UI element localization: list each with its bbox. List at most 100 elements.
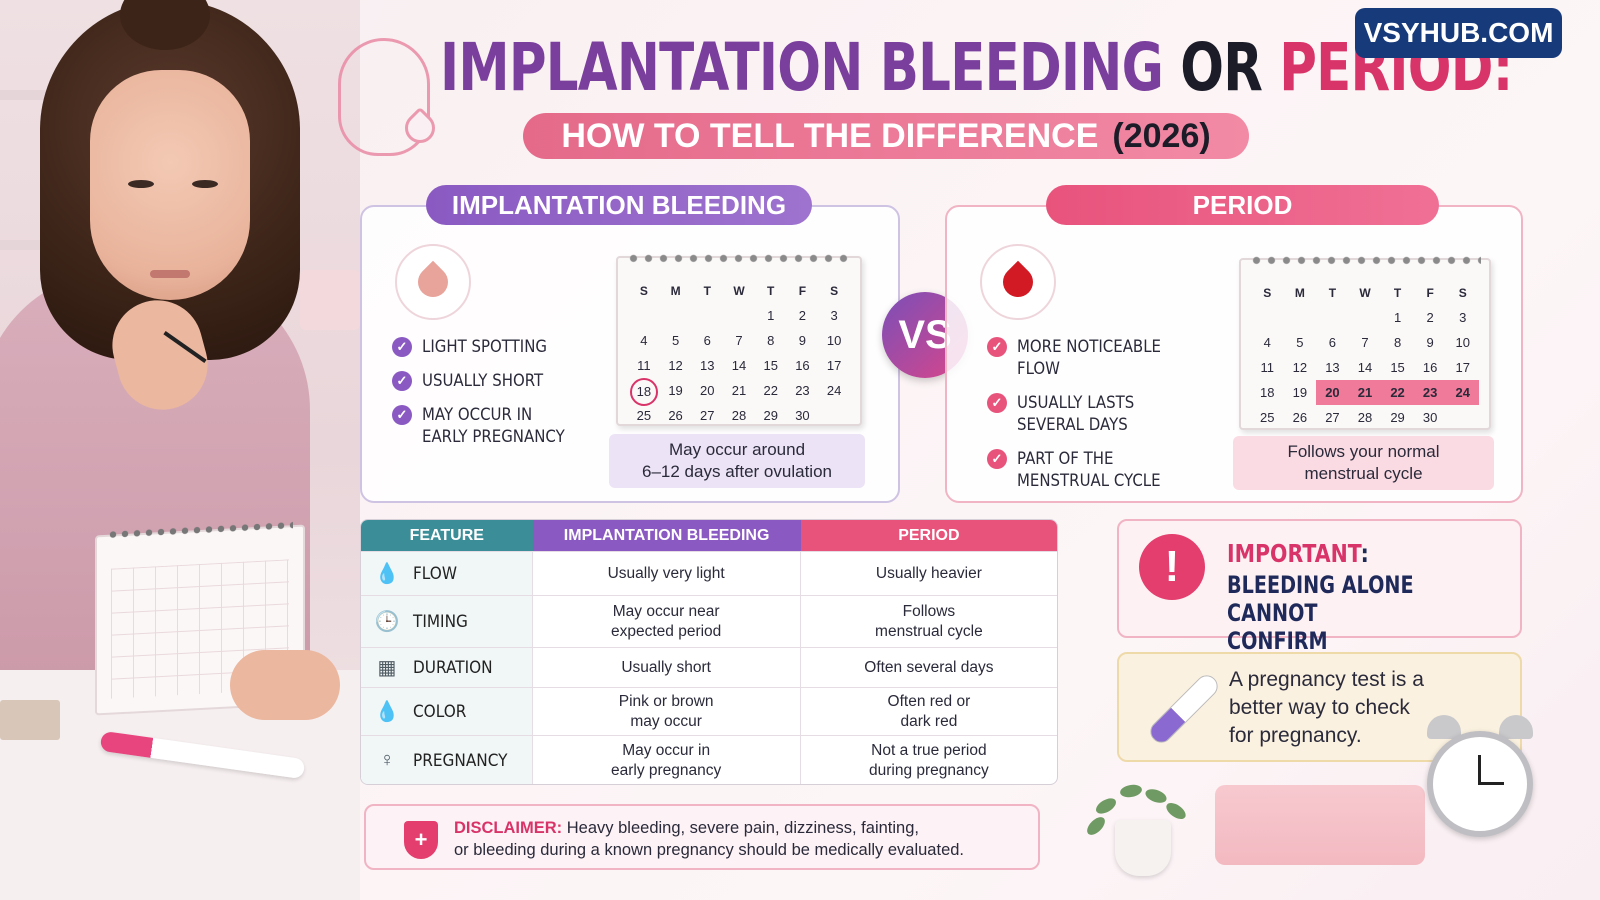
calendar-day: 21 [731, 383, 747, 398]
calendar-day: 17 [1455, 360, 1470, 375]
period-cell: Usually heavier [875, 564, 982, 582]
towels-decoration [1215, 785, 1425, 865]
calendar-day [660, 303, 692, 328]
weekday-label: T [703, 283, 711, 298]
page-title: IMPLANTATION BLEEDING OR PERIOD: [440, 29, 1513, 106]
period-points: ✓ MORE NOTICEABLE FLOW ✓ USUALLY LASTS SEVE… [987, 336, 1217, 504]
period-drop-badge [980, 244, 1056, 320]
period-point: ✓ USUALLY LASTS SEVERAL DAYS [987, 392, 1217, 436]
calendar-day: 16 [795, 358, 810, 373]
medical-shield-icon: + [404, 821, 438, 859]
calendar-day: 11 [1260, 360, 1275, 375]
implantation-note: May occur around 6–12 days after ovulati… [609, 434, 865, 488]
period-point-text: PART OF THE MENSTRUAL CYCLE [1017, 449, 1161, 491]
calendar-day: 1 [1393, 310, 1402, 325]
calendar-day: 9 [798, 333, 807, 348]
weekday-label: S [830, 283, 839, 298]
calendar-day: 23 [1413, 380, 1447, 405]
calendar-day: 2 [798, 308, 807, 323]
implantation-point-text: USUALLY SHORT [422, 371, 544, 391]
clock-icon: 🕒 [374, 611, 400, 633]
calendar-day: 12 [668, 358, 683, 373]
calendar-day: 26 [668, 408, 683, 423]
calendar-day: 4 [640, 333, 648, 348]
calendar-day: 6 [1328, 335, 1337, 350]
period-cell: Follows menstrual cycle [875, 602, 983, 640]
mother-baby-logo-icon [338, 38, 442, 156]
period-calendar: S M T W T F S 1 2 3 4 5 6 7 8 9 10 11 12 13 14 15 16 17 18 19 20 21… [1239, 252, 1491, 430]
calendar-day: 13 [1325, 360, 1340, 375]
check-icon: ✓ [392, 371, 412, 391]
calendar-day: 2 [1426, 310, 1434, 325]
brand-badge[interactable]: VSYHUB.COM [1355, 8, 1562, 58]
calendar-day: 12 [1292, 360, 1308, 375]
calendar-day: 6 [703, 333, 711, 348]
calendar-day: 25 [1260, 410, 1275, 425]
calendar-day: 5 [671, 333, 680, 348]
table-row: 💧 FLOW Usually very light Usually heavier [361, 551, 1057, 595]
calendar-day: 13 [700, 358, 715, 373]
calendar-day: 29 [763, 408, 778, 423]
feature-cell: ♀ PREGNANCY [361, 736, 533, 784]
important-box: ! IMPORTANT: BLEEDING ALONE CANNOT CONFI… [1117, 519, 1522, 683]
check-icon: ✓ [392, 337, 412, 357]
implantation-point-text: MAY OCCUR IN EARLY PREGNANCY [422, 405, 565, 447]
implantation-cell: Pink or brown may occur [533, 688, 801, 735]
important-title: IMPORTANT: [1227, 539, 1369, 568]
table-header: FEATURE IMPLANTATION BLEEDING PERIOD [361, 520, 1057, 551]
calendar-day: 22 [763, 383, 778, 398]
calendar-day: 7 [1361, 335, 1369, 350]
subtitle-banner: HOW TO TELL THE DIFFERENCE (2026) [523, 113, 1249, 159]
calendar-day [1251, 305, 1284, 330]
plant-decoration [1083, 770, 1195, 880]
implantation-cell: Usually very light [533, 552, 801, 595]
exclamation-icon: ! [1139, 534, 1205, 600]
weekday-label: W [1359, 285, 1371, 300]
calendar-day: 19 [668, 383, 683, 398]
calendar-day: 7 [735, 333, 743, 348]
calendar-day: 20 [700, 383, 715, 398]
calendar-day: 24 [1446, 380, 1479, 405]
period-point: ✓ MORE NOTICEABLE FLOW [987, 336, 1217, 380]
feature-cell: 💧 FLOW [361, 552, 533, 595]
calendar-day [723, 303, 755, 328]
pink-drop-icon [411, 260, 455, 304]
header-implantation: IMPLANTATION BLEEDING [532, 520, 801, 551]
implantation-cell: May occur in early pregnancy [533, 736, 801, 784]
calendar-day: 10 [826, 333, 842, 348]
check-icon: ✓ [987, 449, 1007, 469]
calendar-day: 18 [1260, 385, 1275, 400]
implantation-points: ✓ LIGHT SPOTTING ✓ USUALLY SHORT ✓ MAY OCCUR … [392, 336, 602, 460]
calendar-day: 16 [1422, 360, 1438, 375]
disclaimer-box: + DISCLAIMER: Heavy bleeding, severe pai… [364, 804, 1040, 870]
calendar-day: 15 [763, 358, 778, 373]
calendar-day: 3 [1459, 310, 1467, 325]
period-cell: Often several days [864, 658, 994, 676]
calendar-day: 14 [1357, 360, 1373, 375]
check-icon: ✓ [987, 337, 1007, 357]
calendar-day: 28 [731, 408, 747, 423]
implantation-cell: May occur near expected period [533, 596, 801, 647]
table-row: ♀ PREGNANCY May occur in early pregnancy No… [361, 735, 1057, 784]
check-icon: ✓ [392, 405, 412, 425]
implantation-point: ✓ USUALLY SHORT [392, 370, 602, 392]
implantation-drop-badge [395, 244, 471, 320]
calendar-day: 30 [795, 408, 810, 423]
weekday-label: M [670, 283, 681, 298]
calendar-day: 5 [1296, 335, 1304, 350]
weekday-label: T [1393, 285, 1402, 300]
period-note: Follows your normal menstrual cycle [1233, 436, 1494, 490]
calendar-day: 14 [731, 358, 747, 373]
calendar-day: 4 [1263, 335, 1271, 350]
calendar-day [818, 403, 850, 428]
calendar-day: 10 [1455, 335, 1470, 350]
calendar-day: 15 [1390, 360, 1405, 375]
weekday-label: F [798, 283, 807, 298]
implantation-cell: Usually short [533, 648, 801, 687]
feature-cell: 🕒 TIMING [361, 596, 533, 647]
implantation-calendar: S M T W T F S 1 2 3 4 5 6 7 8 9 10 11 12 13 14 15 16 17 18 19 20 21… [616, 250, 862, 428]
calendar-day: 29 [1390, 410, 1405, 425]
woman-photo [0, 0, 360, 900]
table-row: 🕒 TIMING May occur near expected period Fol… [361, 595, 1057, 647]
calendar-day: 25 [636, 408, 652, 423]
